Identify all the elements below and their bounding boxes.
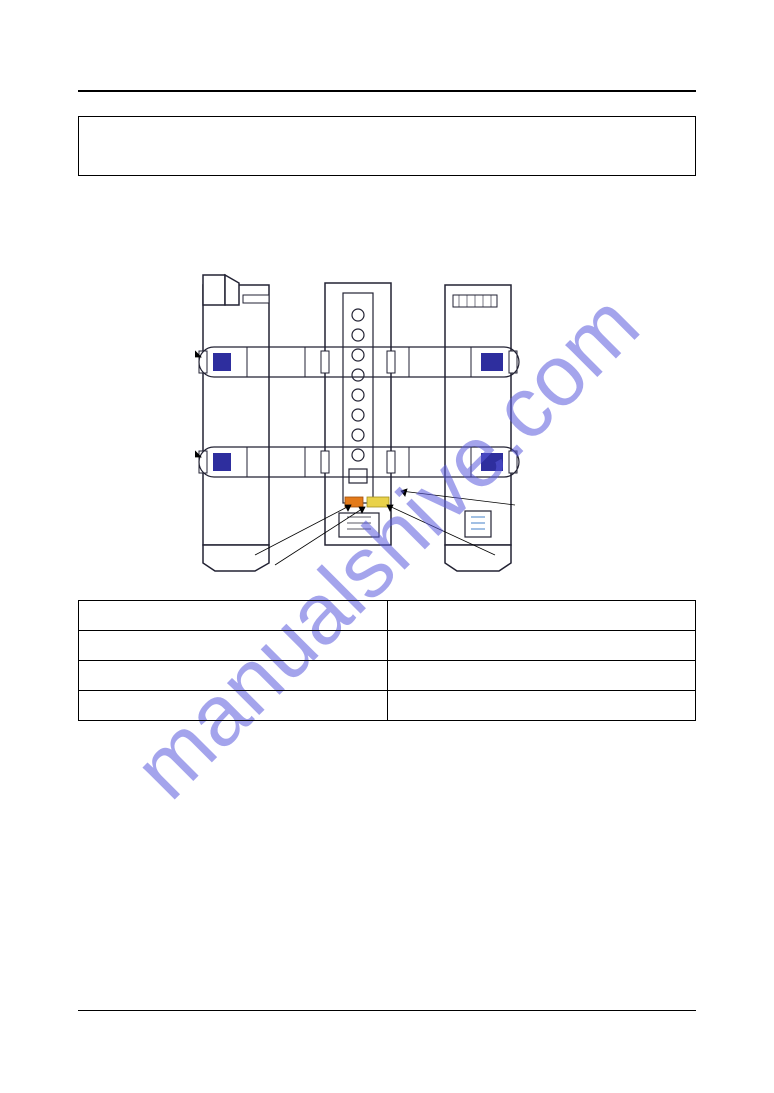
table-header-a bbox=[79, 601, 388, 631]
table-cell bbox=[387, 661, 696, 691]
module-diagram-svg bbox=[195, 265, 565, 575]
center-terminal-holes bbox=[349, 309, 367, 483]
spec-table bbox=[78, 600, 696, 721]
table-cell bbox=[79, 631, 388, 661]
footer-rule bbox=[78, 1010, 696, 1011]
center-module bbox=[321, 283, 395, 545]
table-cell bbox=[387, 691, 696, 721]
header-rule bbox=[78, 90, 696, 92]
table-row bbox=[79, 661, 696, 691]
table-row bbox=[79, 631, 696, 661]
table-header-b bbox=[387, 601, 696, 631]
left-module bbox=[199, 275, 269, 571]
module-diagram bbox=[195, 265, 565, 575]
right-module bbox=[445, 285, 517, 571]
table-cell bbox=[79, 661, 388, 691]
callout-box bbox=[78, 116, 696, 176]
table-cell bbox=[387, 631, 696, 661]
table-row bbox=[79, 601, 696, 631]
yellow-block bbox=[367, 497, 389, 507]
table-row bbox=[79, 691, 696, 721]
table-cell bbox=[79, 691, 388, 721]
page: manualshive.com bbox=[0, 0, 774, 1093]
